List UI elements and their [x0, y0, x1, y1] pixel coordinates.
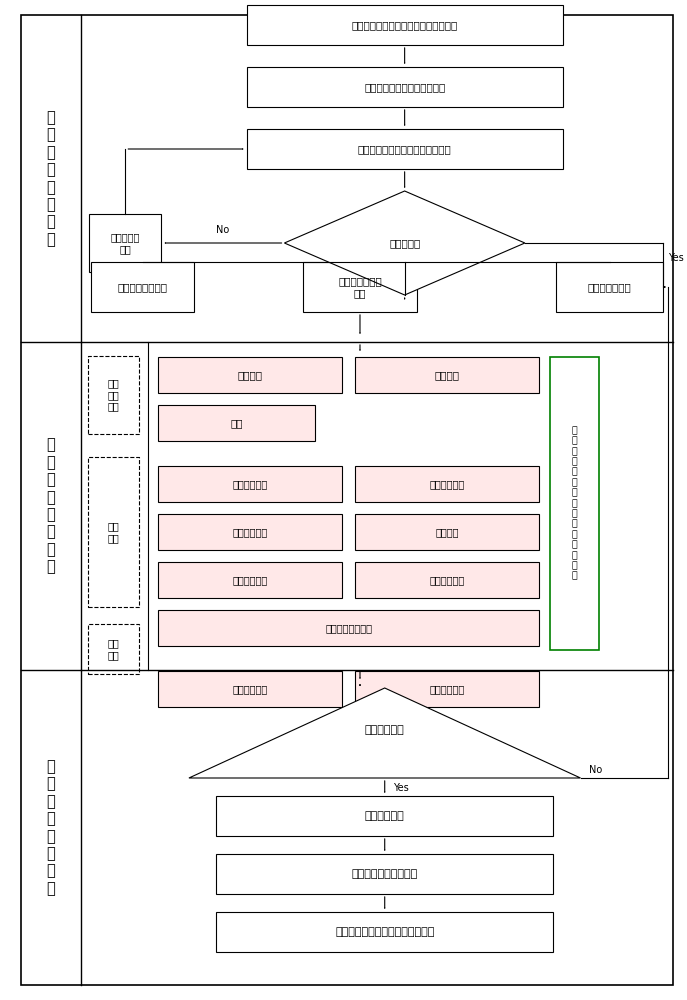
- Text: 混
合
性
线
性
规
划
约
束
制
定
互
动
计
划: 混 合 性 线 性 规 划 约 束 制 定 互 动 计 划: [572, 426, 577, 581]
- Text: 不同负荷提供适宜的交互模式: 不同负荷提供适宜的交互模式: [364, 82, 445, 92]
- Text: 削峰约束: 削峰约束: [436, 527, 459, 537]
- FancyBboxPatch shape: [91, 262, 194, 312]
- FancyBboxPatch shape: [216, 912, 553, 952]
- FancyBboxPatch shape: [88, 356, 139, 434]
- FancyBboxPatch shape: [158, 610, 539, 646]
- FancyBboxPatch shape: [21, 15, 673, 985]
- Text: 电力公司对用户执行情况进行评价: 电力公司对用户执行情况进行评价: [335, 927, 434, 937]
- Text: 影响用户最少: 影响用户最少: [429, 684, 464, 694]
- FancyBboxPatch shape: [158, 671, 342, 707]
- Text: 调峰与备用相关
信息: 调峰与备用相关 信息: [338, 276, 382, 298]
- Text: 与用户协商
修正: 与用户协商 修正: [111, 232, 140, 254]
- Text: 用户根据计划调整负荷: 用户根据计划调整负荷: [352, 869, 418, 879]
- FancyBboxPatch shape: [354, 466, 539, 502]
- Text: No: No: [589, 765, 602, 775]
- FancyBboxPatch shape: [88, 457, 139, 607]
- Text: 可行性校验: 可行性校验: [389, 238, 420, 248]
- Text: 互
动
负
荷
优
化
模
型: 互 动 负 荷 优 化 模 型: [47, 438, 55, 574]
- Text: 交互
负荷
建模: 交互 负荷 建模: [108, 378, 120, 412]
- Text: 时段错峰: 时段错峰: [238, 370, 262, 380]
- FancyBboxPatch shape: [247, 5, 563, 45]
- FancyBboxPatch shape: [158, 357, 342, 393]
- Text: Yes: Yes: [668, 253, 684, 263]
- Polygon shape: [189, 688, 581, 778]
- Text: Yes: Yes: [393, 783, 409, 793]
- FancyBboxPatch shape: [354, 514, 539, 550]
- FancyBboxPatch shape: [89, 214, 161, 272]
- Text: 对当前区域用户负荷数据进行聚类分析: 对当前区域用户负荷数据进行聚类分析: [352, 20, 458, 30]
- Text: 互动负荷备用库: 互动负荷备用库: [588, 282, 631, 292]
- Text: 削峰: 削峰: [230, 418, 243, 428]
- Text: 消纳缺口约束: 消纳缺口约束: [233, 479, 268, 489]
- Text: 配网传输约束: 配网传输约束: [233, 575, 268, 585]
- Text: 模型
约束: 模型 约束: [108, 521, 120, 543]
- FancyBboxPatch shape: [304, 262, 416, 312]
- FancyBboxPatch shape: [354, 357, 539, 393]
- Text: 互
动
负
荷
调
用
反
馈: 互 动 负 荷 调 用 反 馈: [47, 759, 55, 896]
- FancyBboxPatch shape: [354, 562, 539, 598]
- FancyBboxPatch shape: [247, 67, 563, 107]
- Text: 分
类
负
荷
交
互
申
报: 分 类 负 荷 交 互 申 报: [47, 110, 55, 247]
- FancyBboxPatch shape: [158, 514, 342, 550]
- Text: 移峰填谷约束: 移峰填谷约束: [233, 527, 268, 537]
- Text: 损失收益最少: 损失收益最少: [233, 684, 268, 694]
- FancyBboxPatch shape: [247, 129, 563, 169]
- Text: 交互方式约束: 交互方式约束: [429, 479, 464, 489]
- Text: 移峰填谷: 移峰填谷: [435, 370, 460, 380]
- Text: 用户校验确认: 用户校验确认: [365, 725, 405, 735]
- Text: 用户根据意愿选择交互策略及参数: 用户根据意愿选择交互策略及参数: [358, 144, 451, 154]
- FancyBboxPatch shape: [158, 466, 342, 502]
- Polygon shape: [284, 191, 525, 295]
- Text: 优化
目标: 优化 目标: [108, 638, 120, 660]
- FancyBboxPatch shape: [550, 357, 599, 650]
- FancyBboxPatch shape: [158, 562, 342, 598]
- Text: 原始负荷界限约束: 原始负荷界限约束: [325, 623, 372, 633]
- FancyBboxPatch shape: [216, 854, 553, 894]
- Text: 当前电力供应缺口: 当前电力供应缺口: [118, 282, 168, 292]
- FancyBboxPatch shape: [158, 405, 315, 441]
- FancyBboxPatch shape: [216, 796, 553, 836]
- Text: 时段错峰约束: 时段错峰约束: [429, 575, 464, 585]
- FancyBboxPatch shape: [354, 671, 539, 707]
- FancyBboxPatch shape: [88, 624, 139, 674]
- Text: No: No: [216, 225, 229, 235]
- Text: 发布互动计划: 发布互动计划: [365, 811, 405, 821]
- FancyBboxPatch shape: [556, 262, 663, 312]
